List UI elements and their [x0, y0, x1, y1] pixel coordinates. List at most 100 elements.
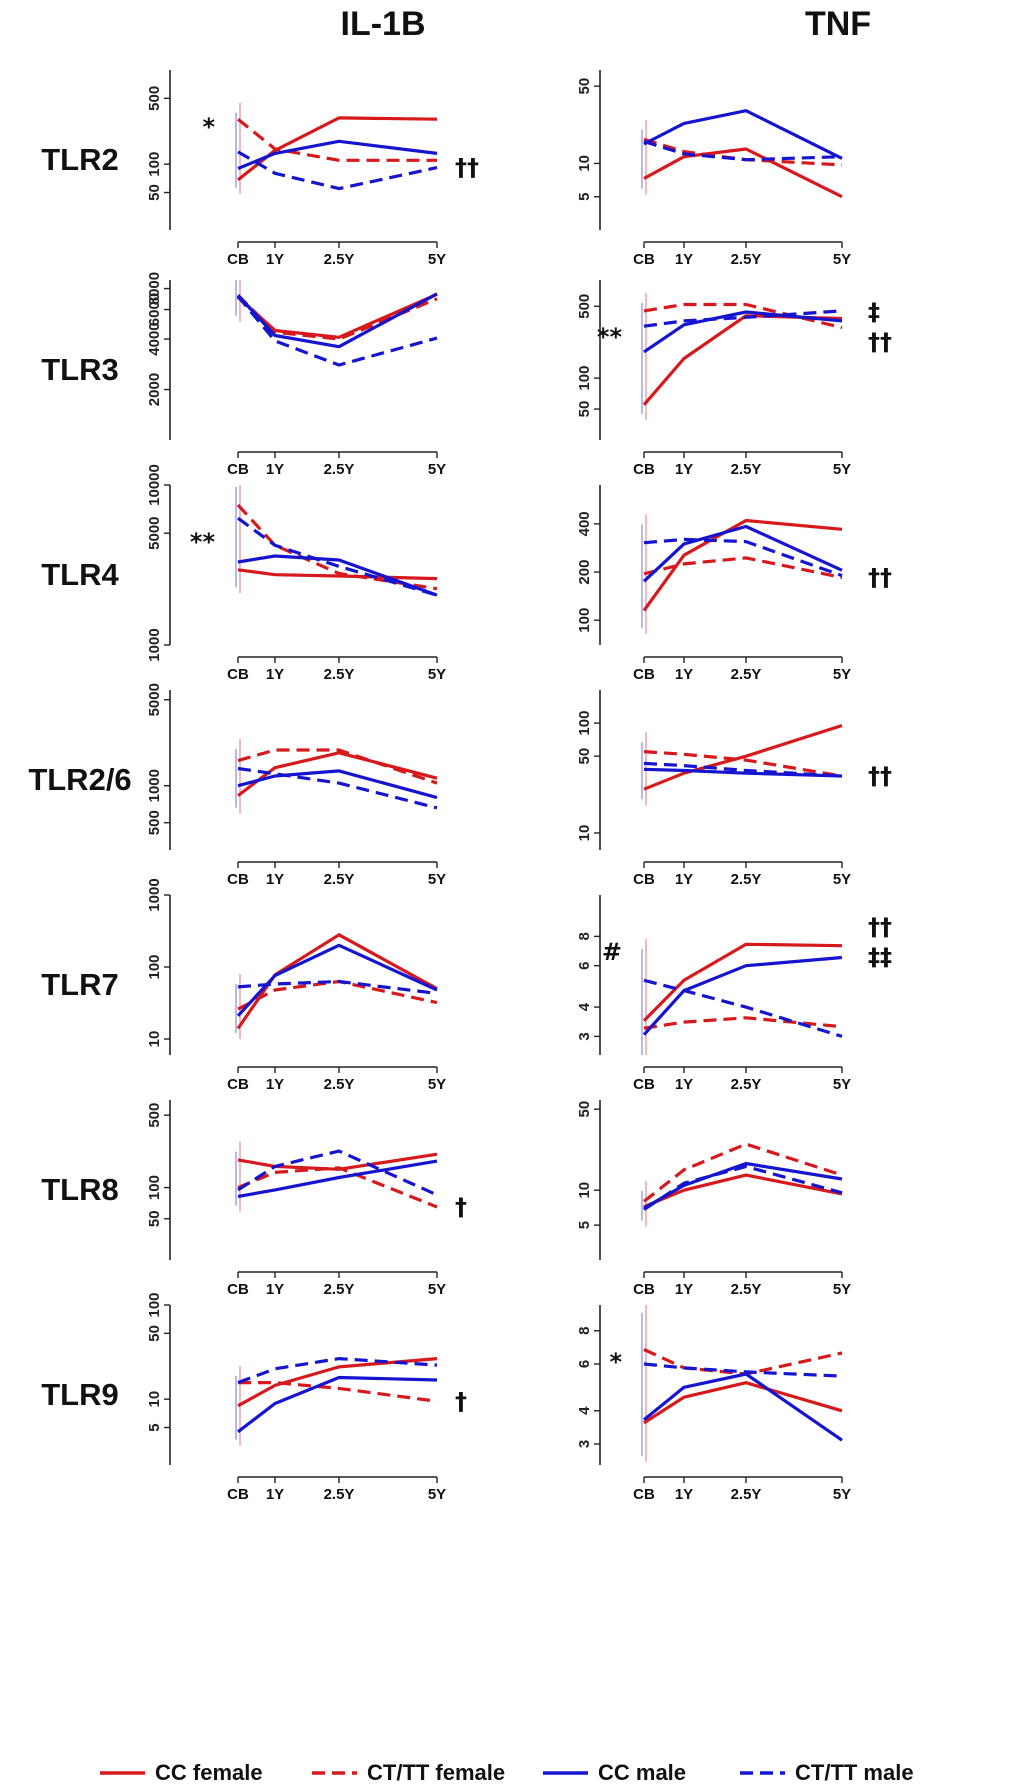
legend-label: CT/TT male — [795, 1760, 914, 1785]
legend-item-ct-tt-female: CT/TT female — [312, 1760, 505, 1785]
row-label-tlr8: TLR8 — [41, 1172, 119, 1207]
series-line-ct-tt-female — [643, 1348, 843, 1376]
series-line-ct-tt-male — [236, 295, 438, 367]
y-tick-label: 1000 — [146, 628, 163, 661]
series-line-ct-tt-male — [237, 1356, 438, 1385]
x-tick-label: 5Y — [428, 1076, 446, 1093]
row-label-tlr7: TLR7 — [41, 967, 119, 1002]
x-tick-label: 1Y — [675, 666, 693, 683]
series-line-cc-female — [642, 314, 843, 406]
x-tick-label: 5Y — [428, 461, 446, 478]
y-tick-label: 6000 — [146, 293, 163, 326]
x-tick-label: 1Y — [266, 251, 284, 268]
significance-mark: †† — [868, 328, 892, 356]
y-tick-label: 100 — [576, 366, 593, 391]
series-line-ct-tt-female — [238, 1380, 438, 1403]
y-tick-label: 5 — [146, 1423, 163, 1431]
y-tick-label: 50 — [146, 184, 163, 201]
series-line-ct-tt-male — [643, 761, 843, 778]
panel-tlr3-tnf: 50 100 500 CB 1Y 2.5Y 5Y ** ‡†† — [576, 280, 892, 478]
series-line-ct-tt-male — [643, 309, 843, 328]
x-tick-label: 5Y — [428, 666, 446, 683]
significance-mark: ** — [190, 528, 216, 556]
significance-mark: * — [609, 1348, 622, 1376]
series-line-cc-male — [237, 139, 438, 170]
x-tick-label: 5Y — [833, 666, 851, 683]
x-tick-label: 1Y — [266, 871, 284, 888]
significance-mark: †† — [868, 913, 892, 941]
significance-mark: ‡‡ — [868, 943, 892, 971]
x-tick-label: 5Y — [428, 871, 446, 888]
y-tick-label: 100 — [146, 954, 163, 979]
row-label-tlr4: TLR4 — [41, 557, 119, 592]
y-tick-label: 3 — [576, 1440, 593, 1448]
y-tick-label: 10 — [146, 1391, 163, 1408]
x-tick-label: 2.5Y — [324, 1281, 355, 1298]
x-tick-label: 5Y — [428, 1281, 446, 1298]
y-tick-label: 8000 — [146, 272, 163, 305]
x-tick-label: 1Y — [675, 1281, 693, 1298]
x-tick-label: 1Y — [266, 666, 284, 683]
significance-mark: †† — [868, 762, 892, 790]
y-tick-label: 8 — [576, 932, 593, 940]
panels: TLR2 TLR3 TLR4 TLR2/6 TLR7 TLR8 TLR9 50 100 500 CB… — [28, 70, 892, 1503]
x-tick-label: 5Y — [833, 1281, 851, 1298]
legend-label: CT/TT female — [367, 1760, 505, 1785]
column-title-tnf: TNF — [805, 5, 871, 43]
series-line-ct-tt-male — [643, 978, 843, 1038]
series-line-ct-tt-female — [643, 137, 843, 167]
x-tick-label: 5Y — [833, 461, 851, 478]
x-tick-label: CB — [633, 666, 655, 683]
x-tick-label: CB — [227, 871, 249, 888]
x-tick-label: CB — [633, 1486, 655, 1503]
series-line-cc-female — [642, 942, 843, 1022]
row-label-tlr2: TLR2 — [41, 142, 119, 177]
x-tick-label: CB — [227, 1076, 249, 1093]
series-line-ct-tt-male — [643, 537, 843, 578]
significance-mark: ** — [597, 323, 623, 351]
significance-mark: † — [455, 1387, 467, 1415]
x-tick-label: 2.5Y — [731, 871, 762, 888]
x-tick-label: 2.5Y — [731, 251, 762, 268]
x-tick-label: 2.5Y — [324, 251, 355, 268]
legend-label: CC female — [155, 1760, 263, 1785]
x-tick-label: CB — [633, 871, 655, 888]
x-tick-label: CB — [227, 666, 249, 683]
panel-tlr2-6-il-1b: 500 1000 5000 CB 1Y 2.5Y 5Y — [146, 683, 446, 888]
legend-item-ct-tt-male: CT/TT male — [740, 1760, 914, 1785]
y-tick-label: 4 — [576, 1002, 593, 1011]
y-tick-label: 10 — [576, 825, 593, 842]
x-tick-label: 1Y — [675, 461, 693, 478]
series-line-ct-tt-female — [643, 1142, 843, 1203]
series-line-ct-tt-female — [237, 748, 438, 785]
y-tick-label: 5 — [576, 1221, 593, 1229]
x-tick-label: 2.5Y — [731, 666, 762, 683]
y-tick-label: 50 — [576, 1101, 593, 1118]
y-tick-label: 400 — [576, 511, 593, 536]
column-title-il1b: IL-1B — [341, 5, 426, 43]
series-line-cc-female — [236, 933, 438, 1030]
y-tick-label: 1000 — [146, 769, 163, 802]
significance-mark: † — [455, 1193, 467, 1221]
y-tick-label: 10000 — [146, 464, 163, 506]
series-line-cc-female — [237, 1152, 438, 1171]
significance-mark: # — [602, 938, 622, 966]
x-tick-label: CB — [633, 461, 655, 478]
y-tick-label: 50 — [146, 1325, 163, 1342]
y-tick-label: 100 — [146, 1175, 163, 1200]
x-tick-label: 2.5Y — [731, 1281, 762, 1298]
y-tick-label: 100 — [146, 1292, 163, 1317]
x-tick-label: 2.5Y — [731, 1076, 762, 1093]
series-line-cc-female — [237, 1357, 438, 1408]
series-line-cc-male — [236, 943, 438, 1017]
series-line-cc-male — [643, 109, 843, 160]
y-tick-label: 100 — [146, 152, 163, 177]
x-tick-label: 1Y — [266, 461, 284, 478]
series-line-cc-female — [643, 1381, 843, 1425]
legend: CC female CT/TT female CC male CT/TT male — [100, 1760, 914, 1785]
x-tick-label: 5Y — [833, 871, 851, 888]
x-tick-label: 2.5Y — [324, 1486, 355, 1503]
series-line-ct-tt-female — [643, 1016, 843, 1030]
y-tick-label: 5000 — [146, 516, 163, 549]
